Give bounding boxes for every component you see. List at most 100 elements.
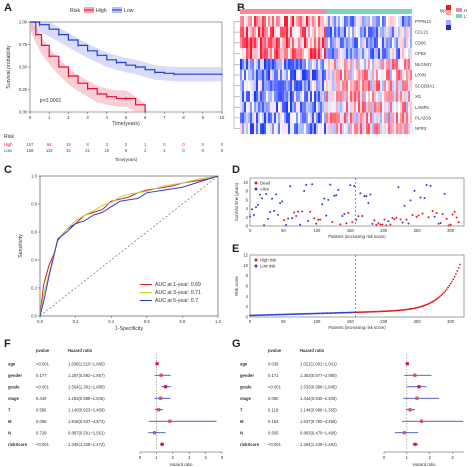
heatmap-cell [314,80,317,92]
heatmap-cell [270,123,273,135]
heatmap-cell [314,37,317,49]
heatmap-cell [292,58,295,70]
heatmap-cell [326,123,329,135]
panel-label-d: D [232,164,240,176]
heatmap-cell [242,26,245,38]
heatmap-cell [324,91,327,102]
heatmap-cell [324,16,327,27]
heatmap-cell [274,112,277,124]
heatmap-cell [246,123,249,135]
heatmap-cell [294,48,297,60]
heatmap-cell [338,123,341,135]
heatmap-cell [244,101,247,113]
heatmap-cell [278,101,281,113]
heatmap-cell [324,123,327,135]
x-axis-title: 1-Specificity [115,326,143,332]
heatmap-cell [278,58,281,70]
alive-point [359,192,362,195]
dead-point [389,223,392,226]
gene-label: PTPN13 [415,19,431,24]
heatmap-cell [352,58,355,70]
high-risk-point [374,310,377,313]
heatmap-cell [336,16,339,27]
heatmap-cell [380,101,383,113]
heatmap-cell [360,112,363,124]
heatmap-cell [396,69,399,81]
heatmap-cell [338,101,341,113]
heatmap-cell [240,80,243,92]
heatmap-cell [392,69,395,81]
heatmap-cell [270,101,273,113]
alive-point [353,184,356,187]
heatmap-cell [410,58,413,70]
heatmap-cell [244,91,247,102]
heatmap-cell [326,48,329,60]
heatmap-cell [348,112,351,124]
type-bar-high [240,9,326,14]
heatmap-cell [392,112,395,124]
high-risk-point [400,309,403,312]
heatmap-cell [332,112,335,124]
x-tick-label: 1 [406,455,409,460]
heatmap-cell [262,112,265,124]
row-hr: 1.564(1.301~1.880) [68,384,105,389]
high-risk-point [447,286,449,289]
heatmap-cell [316,123,319,135]
high-risk-point [404,308,407,311]
heatmap-cell [400,69,403,81]
high-risk-point [435,298,437,301]
alive-point [407,222,410,225]
heatmap-cell [266,80,269,92]
heatmap-cell [282,37,285,49]
heatmap-cell [310,69,313,81]
heatmap-cell [240,101,243,113]
heatmap-cell [288,16,291,27]
heatmap-cell [402,37,405,49]
risk-table-title: Risk [4,134,14,140]
km-curve-low [30,21,222,75]
heatmap-cell [252,112,255,124]
y-axis-title: Survival time (years) [234,182,239,221]
heatmap-cell [380,91,383,102]
low-risk-point [349,311,352,314]
low-risk-point [297,313,300,315]
heatmap-cell [314,48,317,60]
heatmap-cell [376,26,379,38]
heatmap-cell [250,101,253,113]
heatmap-cell [248,26,251,38]
row-name: T [8,407,11,412]
color-scale-step [446,25,451,30]
heatmap-cell [370,101,373,113]
x-axis-title: Hazard ratio [170,462,193,467]
heatmap-cell [390,16,393,27]
heatmap-cell [338,80,341,92]
gene-label: SCGB3A1 [415,83,435,88]
hr-point [163,385,168,389]
heatmap-cell [290,91,293,102]
heatmap-cell [248,80,251,92]
heatmap-cell [384,16,387,27]
heatmap-cell [320,58,323,70]
heatmap-cell [274,26,277,38]
heatmap-cell [382,80,385,92]
x-tick-label: 2 [172,455,175,460]
low-risk-point [352,311,354,314]
heatmap-cell [390,48,393,60]
dead-point [411,213,414,216]
alive-point [305,183,308,186]
heatmap-cell [256,69,259,81]
heatmap-cell [318,112,321,124]
heatmap-cell [316,16,319,27]
heatmap-cell [356,16,359,27]
heatmap-cell [310,80,313,92]
heatmap-cell [298,48,301,60]
heatmap-cell [312,80,315,92]
heatmap-cell [372,123,375,135]
row-pvalue: 0.505 [268,430,279,435]
heatmap-cell [248,91,251,102]
heatmap-cell [312,16,315,27]
heatmap-cell [294,16,297,27]
heatmap-cell [346,123,349,135]
heatmap-cell [302,91,305,102]
low-risk-point [332,312,334,314]
